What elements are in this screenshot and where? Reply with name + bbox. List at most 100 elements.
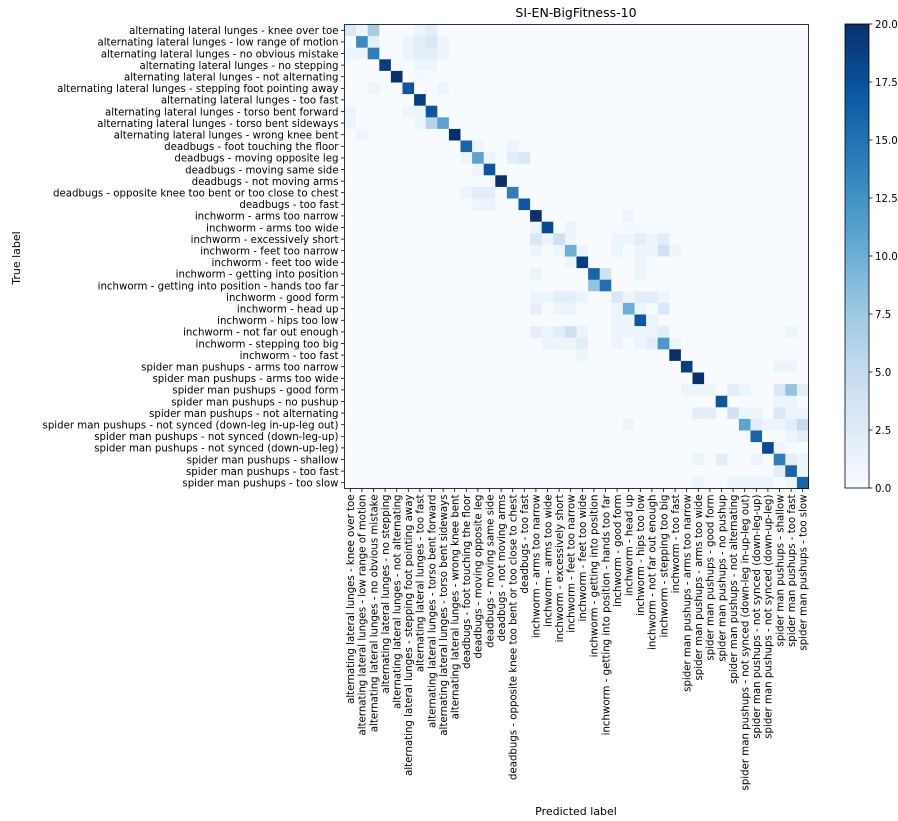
heatmap-cell (692, 244, 705, 257)
heatmap-cell (680, 372, 693, 385)
heatmap-cell (588, 244, 601, 257)
heatmap-cell (506, 430, 519, 443)
heatmap-cell (495, 372, 508, 385)
heatmap-cell (785, 384, 798, 397)
heatmap-cell (437, 152, 450, 165)
heatmap-cell (796, 221, 809, 234)
heatmap-cell (367, 186, 380, 199)
heatmap-cell (448, 360, 461, 373)
heatmap-cell (460, 128, 473, 141)
heatmap-cell (727, 337, 740, 350)
heatmap-cell (785, 117, 798, 130)
heatmap-cell (680, 24, 693, 37)
heatmap-cell (796, 326, 809, 339)
heatmap-cell (692, 59, 705, 72)
heatmap-cell (367, 407, 380, 420)
heatmap-cell (646, 221, 659, 234)
heatmap-cell (622, 47, 635, 60)
y-tick-label: inchworm - not far out enough (183, 328, 338, 339)
heatmap-cell (634, 268, 647, 281)
heatmap-cell (796, 418, 809, 431)
heatmap-cell (692, 453, 705, 466)
heatmap-cell (785, 24, 798, 37)
heatmap-cell (704, 82, 717, 95)
heatmap-cell (553, 233, 566, 246)
heatmap-cell (588, 59, 601, 72)
colorbar-tick-label: 17.5 (875, 78, 898, 89)
heatmap-cell (541, 430, 554, 443)
heatmap-cell (599, 291, 612, 304)
heatmap-cell (390, 349, 403, 362)
heatmap-cell (367, 302, 380, 315)
heatmap-cell (762, 372, 775, 385)
heatmap-cell (356, 430, 369, 443)
heatmap-cell (541, 302, 554, 315)
heatmap-cell (762, 233, 775, 246)
heatmap-cell (495, 117, 508, 130)
heatmap-cell (448, 256, 461, 269)
heatmap-cell (750, 128, 763, 141)
heatmap-cell (750, 360, 763, 373)
heatmap-cell (680, 279, 693, 292)
heatmap-cell (692, 221, 705, 234)
y-tick-label: spider man pushups - too fast (186, 467, 339, 478)
heatmap-cell (344, 337, 357, 350)
heatmap-cell (541, 384, 554, 397)
heatmap-cell (356, 384, 369, 397)
heatmap-cell (541, 395, 554, 408)
heatmap-cell (785, 59, 798, 72)
heatmap-cell (611, 233, 624, 246)
x-tick-label: inchworm - feet too wide (578, 495, 589, 622)
heatmap-cell (553, 128, 566, 141)
heatmap-cell (367, 221, 380, 234)
heatmap-cell (715, 418, 728, 431)
y-tick-label: alternating lateral lunges - too fast (161, 96, 339, 107)
heatmap-cell (553, 163, 566, 176)
heatmap-cell (634, 418, 647, 431)
heatmap-cell (530, 256, 543, 269)
heatmap-cell (750, 302, 763, 315)
heatmap-cell (634, 279, 647, 292)
heatmap-cell (785, 186, 798, 199)
heatmap-cell (390, 186, 403, 199)
heatmap-cell (622, 152, 635, 165)
heatmap-cell (634, 128, 647, 141)
heatmap-cell (402, 36, 415, 49)
heatmap-cell (738, 476, 751, 489)
heatmap-cell (414, 36, 427, 49)
heatmap-cell (796, 360, 809, 373)
heatmap-cell (495, 47, 508, 60)
heatmap-cell (472, 233, 485, 246)
heatmap-cell (448, 407, 461, 420)
heatmap-cell (657, 349, 670, 362)
heatmap-cell (390, 291, 403, 304)
heatmap-cell (425, 94, 438, 107)
heatmap-cell (356, 117, 369, 130)
heatmap-cell (379, 476, 392, 489)
heatmap-cell (773, 94, 786, 107)
heatmap-cell (692, 47, 705, 60)
heatmap-cell (402, 233, 415, 246)
heatmap-cell (727, 105, 740, 118)
heatmap-cell (402, 476, 415, 489)
heatmap-cell (541, 221, 554, 234)
heatmap-cell (750, 279, 763, 292)
heatmap-cell (588, 291, 601, 304)
heatmap-cell (506, 175, 519, 188)
heatmap-cell (727, 221, 740, 234)
heatmap-cell (460, 407, 473, 420)
heatmap-cell (738, 82, 751, 95)
heatmap-cell (634, 314, 647, 327)
heatmap-cell (541, 24, 554, 37)
heatmap-cell (622, 279, 635, 292)
heatmap-cell (541, 152, 554, 165)
heatmap-cell (437, 302, 450, 315)
heatmap-cell (344, 244, 357, 257)
heatmap-cell (750, 244, 763, 257)
heatmap-cell (367, 430, 380, 443)
heatmap-cell (402, 337, 415, 350)
heatmap-cell (599, 465, 612, 478)
heatmap-cell (669, 384, 682, 397)
heatmap-cell (762, 198, 775, 211)
heatmap-cell (390, 47, 403, 60)
